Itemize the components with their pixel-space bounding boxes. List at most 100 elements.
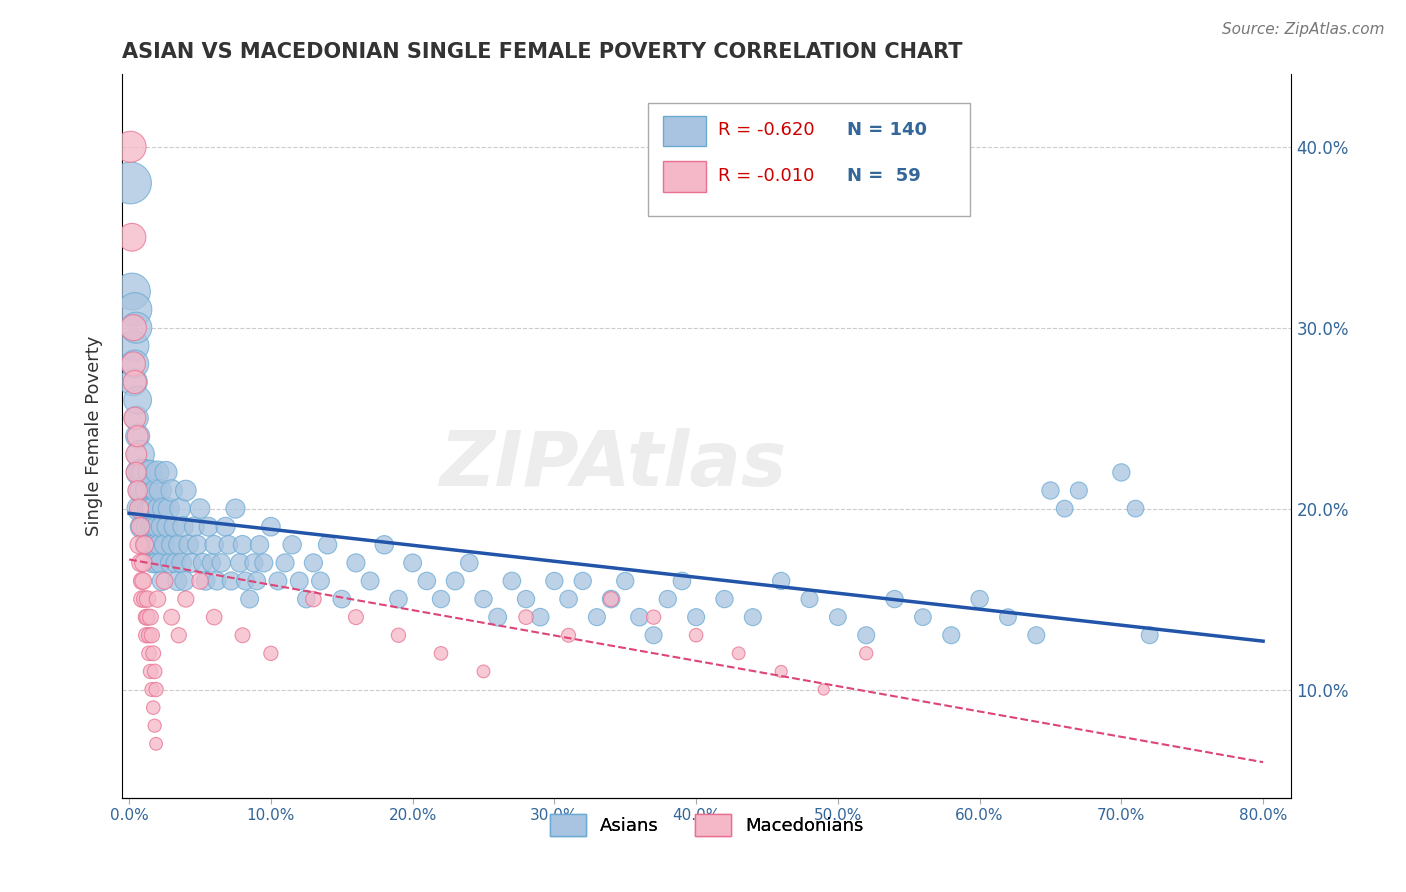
- Point: [515, 592, 537, 607]
- Point: [941, 628, 963, 642]
- Point: [344, 556, 367, 570]
- Point: [855, 646, 877, 660]
- Point: [141, 519, 163, 533]
- Point: [444, 574, 467, 588]
- Point: [173, 574, 195, 588]
- Y-axis label: Single Female Poverty: Single Female Poverty: [86, 336, 103, 536]
- Point: [170, 556, 193, 570]
- Point: [309, 574, 332, 588]
- Point: [600, 592, 623, 607]
- Point: [155, 466, 177, 480]
- Point: [183, 519, 205, 533]
- Point: [145, 556, 167, 570]
- Point: [1025, 628, 1047, 642]
- Point: [643, 628, 665, 642]
- Point: [228, 556, 250, 570]
- Point: [127, 429, 149, 443]
- Point: [139, 466, 162, 480]
- Point: [1039, 483, 1062, 498]
- Point: [166, 574, 188, 588]
- Point: [217, 538, 239, 552]
- Point: [131, 466, 153, 480]
- Point: [911, 610, 934, 624]
- Point: [1125, 501, 1147, 516]
- Point: [149, 483, 172, 498]
- Point: [387, 628, 409, 642]
- Point: [139, 610, 162, 624]
- Point: [150, 519, 173, 533]
- Point: [813, 682, 835, 697]
- Point: [586, 610, 609, 624]
- Point: [142, 646, 165, 660]
- Point: [135, 628, 157, 642]
- Point: [136, 592, 159, 607]
- Point: [614, 574, 637, 588]
- Point: [231, 538, 253, 552]
- Point: [180, 556, 202, 570]
- Point: [167, 538, 190, 552]
- Point: [472, 592, 495, 607]
- Point: [239, 592, 262, 607]
- Point: [188, 574, 211, 588]
- Point: [600, 592, 623, 607]
- Point: [138, 501, 160, 516]
- Point: [302, 556, 325, 570]
- Point: [153, 574, 176, 588]
- Point: [194, 574, 217, 588]
- Point: [135, 501, 157, 516]
- Point: [160, 610, 183, 624]
- Point: [136, 519, 159, 533]
- Point: [145, 483, 167, 498]
- Point: [122, 339, 145, 353]
- Point: [148, 501, 170, 516]
- Point: [1067, 483, 1090, 498]
- Point: [416, 574, 439, 588]
- Point: [120, 140, 142, 154]
- Point: [160, 538, 183, 552]
- Point: [136, 610, 159, 624]
- Point: [643, 610, 665, 624]
- Point: [401, 556, 423, 570]
- Point: [274, 556, 297, 570]
- Point: [288, 574, 311, 588]
- Point: [132, 556, 155, 570]
- Point: [458, 556, 481, 570]
- Point: [127, 483, 149, 498]
- Text: ASIAN VS MACEDONIAN SINGLE FEMALE POVERTY CORRELATION CHART: ASIAN VS MACEDONIAN SINGLE FEMALE POVERT…: [122, 42, 963, 62]
- Point: [202, 610, 225, 624]
- Point: [316, 538, 339, 552]
- Point: [132, 574, 155, 588]
- Point: [302, 592, 325, 607]
- Point: [344, 610, 367, 624]
- Point: [219, 574, 242, 588]
- Point: [1139, 628, 1161, 642]
- Point: [727, 646, 749, 660]
- Point: [295, 592, 318, 607]
- Point: [855, 628, 877, 642]
- Point: [125, 447, 148, 461]
- Point: [141, 538, 163, 552]
- Text: Source: ZipAtlas.com: Source: ZipAtlas.com: [1222, 22, 1385, 37]
- Point: [671, 574, 693, 588]
- Point: [1053, 501, 1076, 516]
- Point: [159, 556, 181, 570]
- Point: [543, 574, 565, 588]
- Point: [685, 628, 707, 642]
- Point: [557, 628, 579, 642]
- Text: R = -0.620: R = -0.620: [718, 121, 815, 139]
- Point: [430, 646, 453, 660]
- Point: [235, 574, 257, 588]
- Point: [205, 574, 228, 588]
- Point: [139, 665, 162, 679]
- Point: [557, 592, 579, 607]
- Point: [129, 483, 152, 498]
- Point: [127, 393, 149, 408]
- Point: [134, 538, 156, 552]
- Point: [571, 574, 593, 588]
- Point: [501, 574, 523, 588]
- Point: [186, 538, 208, 552]
- Point: [120, 176, 142, 190]
- Point: [883, 592, 905, 607]
- Point: [515, 610, 537, 624]
- Point: [209, 556, 232, 570]
